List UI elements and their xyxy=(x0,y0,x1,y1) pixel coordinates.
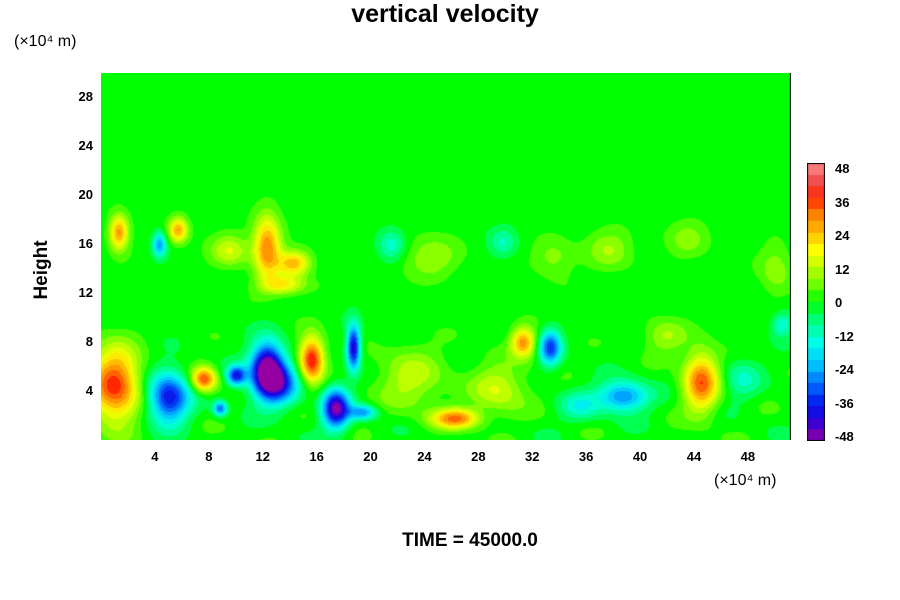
colorbar-tick-label: 12 xyxy=(835,261,850,277)
colorbar-tick-label: -12 xyxy=(835,328,854,344)
y-tick-label: 12 xyxy=(78,285,93,301)
y-axis-label: Height xyxy=(31,240,52,300)
colorbar-tick-label: 0 xyxy=(835,295,843,310)
x-tick-label: 32 xyxy=(525,449,540,464)
colorbar-tick-label: -24 xyxy=(835,362,854,377)
colorbar xyxy=(807,163,825,441)
y-tick-label: 8 xyxy=(85,334,93,350)
x-tick-label: 20 xyxy=(363,449,378,464)
colorbar-tick-label: 36 xyxy=(835,194,850,210)
x-tick-label: 16 xyxy=(309,449,324,464)
y-tick-label: 16 xyxy=(78,236,93,252)
heatmap-plot-area xyxy=(101,73,791,440)
x-tick-label: 24 xyxy=(417,449,432,464)
y-axis-unit: (×10⁴ m) xyxy=(14,33,77,50)
x-tick-label: 40 xyxy=(632,449,648,464)
y-tick-label: 20 xyxy=(78,187,93,203)
x-tick-label: 8 xyxy=(205,449,213,464)
x-tick-label: 12 xyxy=(255,449,270,464)
colorbar-tick-label: 24 xyxy=(835,228,850,243)
colorbar-tick-label: -36 xyxy=(835,395,854,411)
colorbar-tick-label: -48 xyxy=(835,429,854,444)
x-tick-label: 4 xyxy=(151,449,159,464)
colorbar-tick-label: 48 xyxy=(835,161,850,176)
y-tick-label: 24 xyxy=(78,138,93,154)
y-tick-label: 28 xyxy=(78,89,93,105)
x-tick-label: 28 xyxy=(471,449,486,464)
x-tick-label: 48 xyxy=(740,449,756,464)
x-axis-unit: (×10⁴ m) xyxy=(714,472,777,489)
x-tick-label: 44 xyxy=(686,449,702,464)
time-label: TIME = 45000.0 xyxy=(402,530,538,551)
chart-title: vertical velocity xyxy=(351,0,539,28)
y-tick-label: 4 xyxy=(85,383,93,399)
x-tick-label: 36 xyxy=(578,449,594,464)
